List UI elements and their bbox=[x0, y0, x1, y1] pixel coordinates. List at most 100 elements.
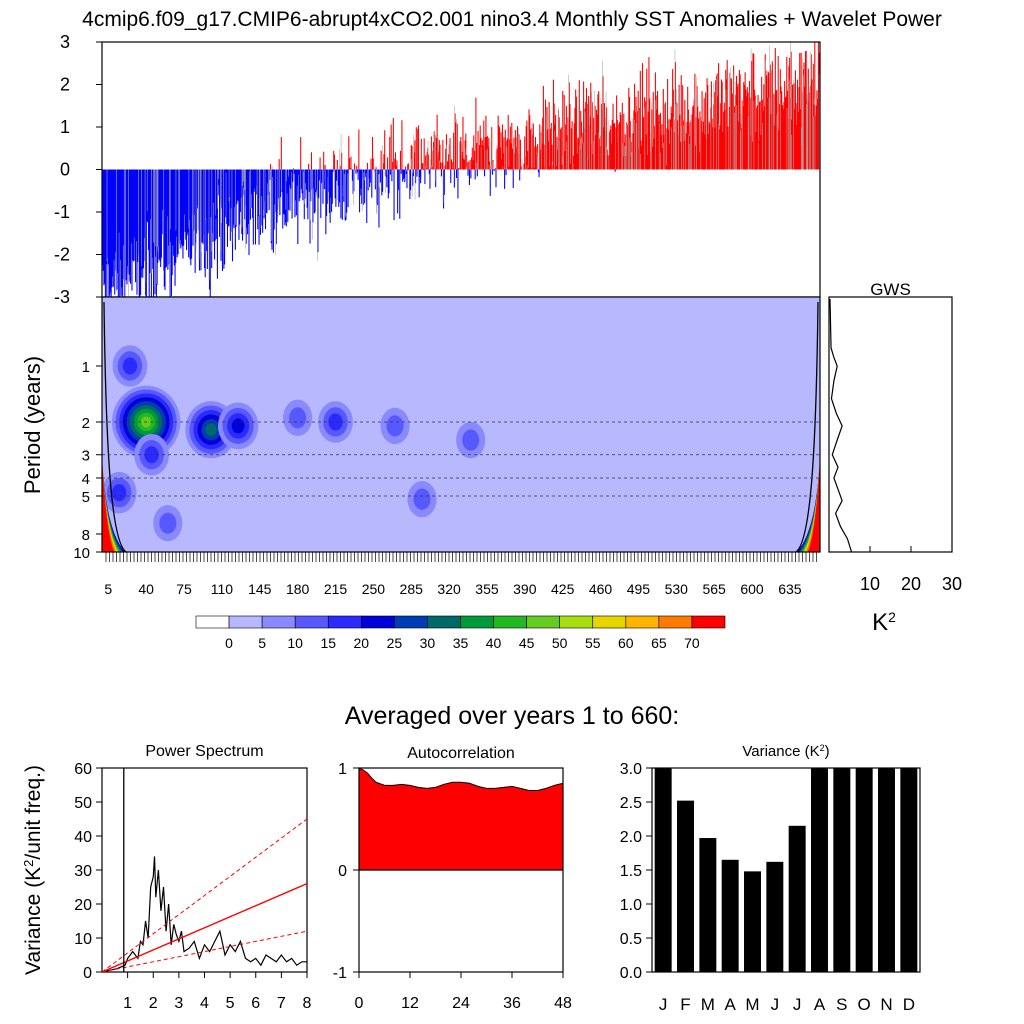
variance-month-label: M bbox=[701, 995, 715, 1014]
anomaly-bar bbox=[165, 169, 167, 268]
anomaly-bar bbox=[784, 97, 786, 170]
anomaly-bar bbox=[530, 167, 532, 170]
anomaly-bar bbox=[244, 169, 246, 220]
anomaly-bar bbox=[205, 169, 207, 219]
anomaly-bar bbox=[472, 160, 474, 170]
anomaly-bar bbox=[542, 85, 544, 170]
anomaly-bar bbox=[176, 169, 178, 258]
anomaly-bar bbox=[512, 169, 514, 189]
anomaly-bar bbox=[811, 79, 813, 170]
autocorrelation-xtick-label: 0 bbox=[355, 995, 364, 1012]
anomaly-bar bbox=[169, 169, 171, 297]
anomaly-bar bbox=[485, 115, 487, 170]
anomaly-bar bbox=[329, 169, 331, 223]
anomaly-bar bbox=[815, 105, 817, 170]
anomaly-bar bbox=[269, 169, 271, 180]
anomaly-bar bbox=[555, 114, 557, 170]
anomaly-bar bbox=[133, 169, 135, 238]
anomaly-bar bbox=[640, 140, 642, 170]
anomaly-bar bbox=[470, 169, 472, 179]
anomaly-bar bbox=[240, 169, 242, 198]
anomaly-bar bbox=[294, 169, 296, 218]
anomaly-bar bbox=[277, 169, 279, 199]
variance-ytick-label: 0.0 bbox=[620, 965, 642, 982]
anomaly-bar bbox=[175, 169, 178, 237]
anomaly-bar bbox=[463, 158, 465, 170]
anomaly-bar bbox=[623, 113, 625, 170]
wavelet-xtick-label: 635 bbox=[778, 581, 802, 597]
anomaly-bar bbox=[356, 165, 358, 170]
anomaly-bar bbox=[234, 169, 236, 208]
anomaly-bar bbox=[632, 133, 634, 170]
anomaly-bar bbox=[777, 55, 779, 170]
anomaly-bar bbox=[381, 169, 383, 196]
anomaly-bar bbox=[323, 151, 325, 170]
anomaly-bar bbox=[499, 147, 501, 170]
anomaly-bar bbox=[181, 169, 183, 247]
anomaly-bar bbox=[610, 125, 612, 170]
anomaly-bar bbox=[372, 158, 374, 170]
anomaly-bar bbox=[390, 124, 392, 170]
anomaly-bar bbox=[231, 169, 234, 262]
variance-month-label: J bbox=[659, 995, 668, 1014]
anomaly-bar bbox=[289, 169, 291, 211]
anomaly-bar bbox=[459, 141, 461, 170]
anomaly-bar bbox=[679, 114, 681, 170]
anomaly-bar bbox=[135, 169, 137, 283]
anomaly-bar bbox=[418, 169, 420, 198]
anomaly-bar bbox=[249, 169, 251, 172]
anomaly-bar bbox=[752, 53, 754, 170]
anomaly-bar bbox=[116, 169, 118, 290]
anomaly-bar bbox=[359, 169, 361, 213]
anomaly-bar bbox=[265, 169, 267, 213]
anomaly-bar bbox=[320, 169, 322, 219]
anomaly-bar bbox=[682, 85, 684, 170]
anomaly-bar bbox=[164, 169, 166, 290]
anomaly-bar bbox=[667, 78, 669, 170]
anomaly-bar bbox=[438, 151, 440, 170]
anomaly-bar bbox=[529, 115, 531, 170]
anomaly-bar bbox=[132, 169, 134, 262]
anomaly-bar bbox=[724, 110, 726, 170]
wavelet-xtick-label: 390 bbox=[513, 581, 537, 597]
anomaly-bar bbox=[392, 118, 394, 170]
wavelet-contour bbox=[122, 357, 138, 375]
anomaly-bar bbox=[151, 169, 153, 258]
anomaly-bar bbox=[172, 169, 174, 246]
wavelet-contour bbox=[289, 407, 307, 429]
anomaly-bar bbox=[708, 121, 710, 170]
colorbar-label: 15 bbox=[320, 635, 336, 651]
anomaly-bar bbox=[142, 169, 144, 269]
anomaly-bar bbox=[370, 158, 372, 170]
anomaly-bar bbox=[702, 121, 705, 170]
anomaly-bar bbox=[449, 138, 451, 170]
anomaly-bar bbox=[421, 162, 423, 170]
anomaly-bar bbox=[446, 160, 448, 170]
anomaly-bar bbox=[571, 121, 573, 170]
anomaly-bar bbox=[224, 169, 226, 265]
autocorrelation-ytick-label: 0 bbox=[338, 863, 347, 880]
anomaly-bar bbox=[332, 169, 334, 172]
anomaly-bar bbox=[345, 169, 347, 220]
variance-bar bbox=[744, 871, 761, 972]
anomaly-bar bbox=[412, 169, 414, 177]
anomaly-bar bbox=[275, 169, 277, 245]
anomaly-bar bbox=[315, 169, 318, 190]
anomaly-bar bbox=[813, 104, 815, 170]
anomaly-bar bbox=[509, 139, 511, 170]
autocorrelation-xtick-label: 12 bbox=[401, 995, 419, 1012]
anomaly-bar bbox=[585, 101, 587, 170]
anomaly-bar bbox=[379, 169, 381, 183]
anomaly-bar bbox=[387, 169, 389, 199]
anomaly-bar bbox=[349, 167, 351, 170]
anomaly-bar bbox=[443, 169, 445, 209]
anomaly-bar bbox=[481, 145, 483, 170]
anomaly-bar bbox=[382, 163, 384, 170]
autocorrelation-ytick-label: -1 bbox=[333, 965, 347, 982]
anomaly-bar bbox=[598, 91, 600, 170]
anomaly-bar bbox=[440, 169, 442, 177]
anomaly-bar bbox=[336, 159, 338, 170]
anomaly-bar bbox=[128, 169, 130, 282]
anomaly-bar bbox=[360, 169, 362, 189]
